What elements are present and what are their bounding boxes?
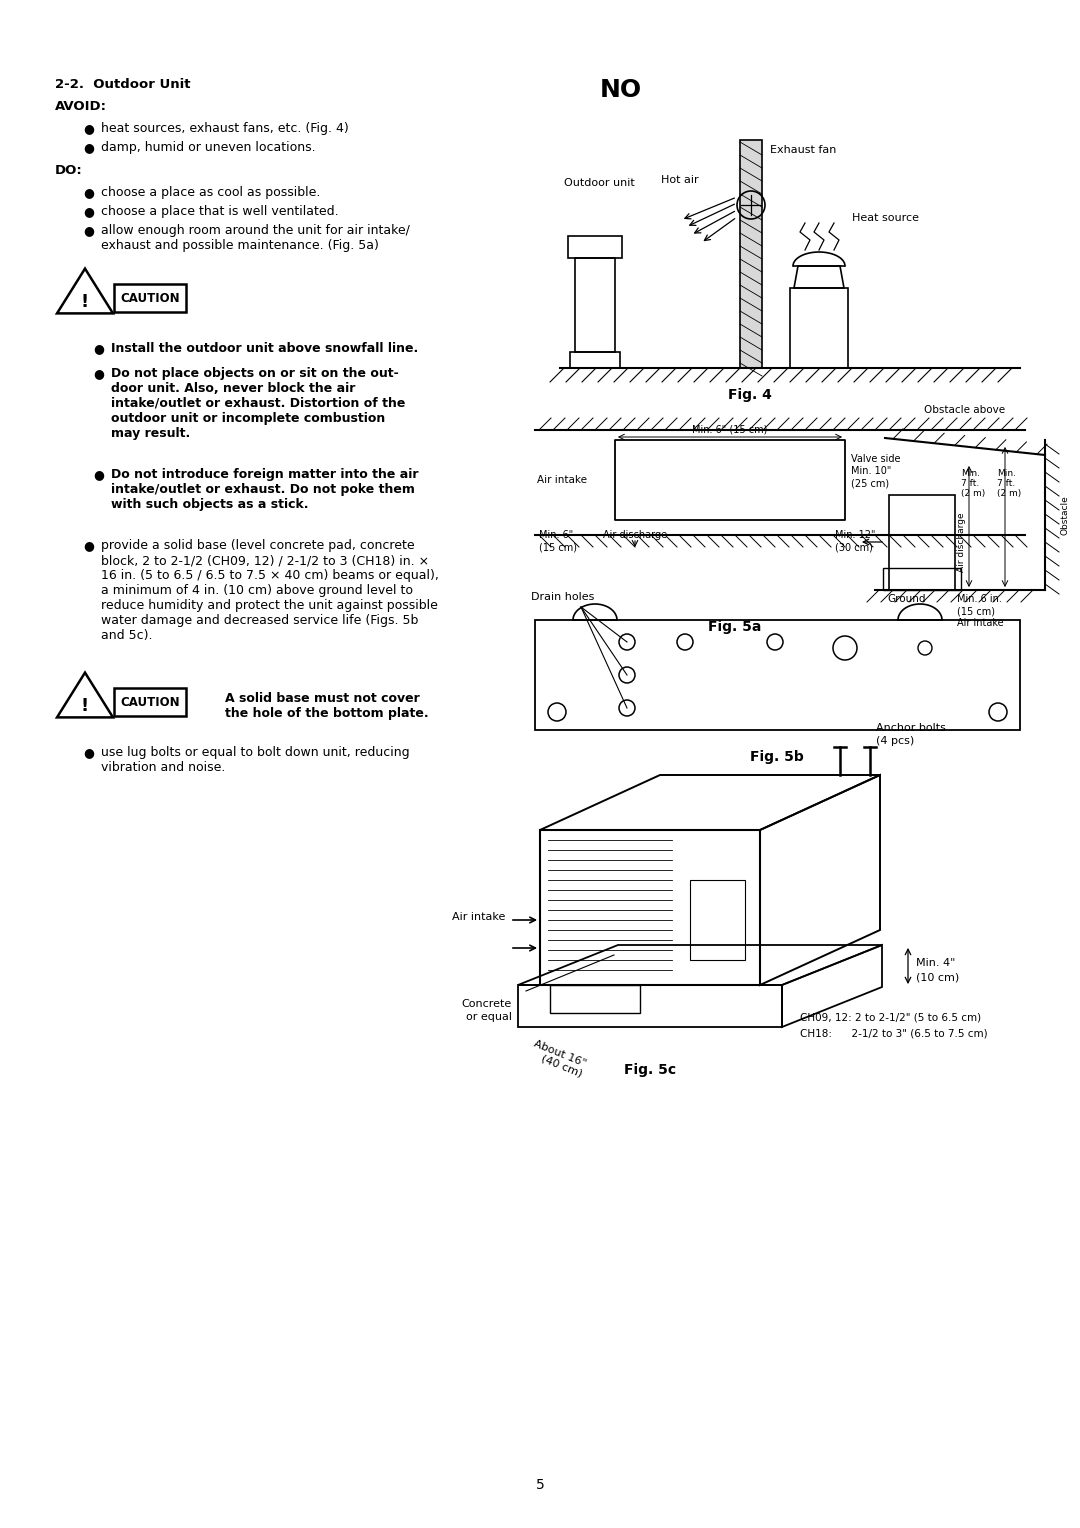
Text: ●: ● [93,342,104,354]
Text: DO:: DO: [55,163,83,177]
Text: (2 m): (2 m) [997,489,1022,498]
Text: ●: ● [93,468,104,481]
Text: Hot air: Hot air [661,176,699,185]
Text: use lug bolts or equal to bolt down unit, reducing
vibration and noise.: use lug bolts or equal to bolt down unit… [102,746,409,775]
Text: Min. 6": Min. 6" [539,530,573,539]
Text: (30 cm): (30 cm) [835,542,873,552]
Bar [889,495,955,590]
Text: Min. 4": Min. 4" [916,958,956,969]
Text: !: ! [81,293,89,312]
Bar [690,880,745,960]
Text: NO: NO [600,78,643,102]
Text: CAUTION: CAUTION [120,695,179,709]
Text: Min. 10": Min. 10" [851,466,891,477]
Bar [550,986,640,1013]
Text: ●: ● [83,122,94,134]
Text: Fig. 5c: Fig. 5c [624,1063,676,1077]
Text: or equal: or equal [465,1012,512,1022]
Text: Drain holes: Drain holes [531,591,594,602]
Text: ●: ● [83,746,94,759]
Text: ●: ● [83,225,94,237]
Text: Fig. 4: Fig. 4 [728,388,772,402]
Text: (40 cm): (40 cm) [540,1053,584,1079]
Bar [114,688,186,717]
Text: Install the outdoor unit above snowfall line.: Install the outdoor unit above snowfall … [111,342,418,354]
Text: Outdoor unit: Outdoor unit [564,177,635,188]
Text: (15 cm): (15 cm) [957,607,995,616]
Text: Do not place objects on or sit on the out-
door unit. Also, never block the air
: Do not place objects on or sit on the ou… [111,367,405,440]
Text: Ground: Ground [887,594,926,604]
Bar [568,235,622,258]
Text: Do not introduce foreign matter into the air
intake/outlet or exhaust. Do not po: Do not introduce foreign matter into the… [111,468,419,510]
Text: ●: ● [93,367,104,380]
Text: 2-2.  Outdoor Unit: 2-2. Outdoor Unit [55,78,190,92]
Text: ●: ● [83,205,94,219]
Text: Concrete: Concrete [462,999,512,1008]
Text: CAUTION: CAUTION [120,292,179,304]
Bar [114,284,186,312]
Text: provide a solid base (level concrete pad, concrete
block, 2 to 2-1/2 (CH09, 12) : provide a solid base (level concrete pad… [102,539,438,642]
Text: AVOID:: AVOID: [55,99,107,113]
Bar [789,287,848,368]
Text: ●: ● [83,141,94,154]
Text: Min. 6 in.: Min. 6 in. [957,594,1002,604]
Text: Exhaust fan: Exhaust fan [770,145,836,154]
Bar [615,440,845,520]
Text: choose a place as cool as possible.: choose a place as cool as possible. [102,186,321,199]
Text: !: ! [81,697,89,715]
Text: Obstacle: Obstacle [1061,495,1070,535]
Text: choose a place that is well ventilated.: choose a place that is well ventilated. [102,205,339,219]
Text: 7 ft.: 7 ft. [961,478,980,487]
Text: Fig. 5b: Fig. 5b [751,750,804,764]
Bar [740,141,762,368]
Text: heat sources, exhaust fans, etc. (Fig. 4): heat sources, exhaust fans, etc. (Fig. 4… [102,122,349,134]
Text: Valve side: Valve side [851,454,901,465]
Text: Air discharge: Air discharge [603,530,667,539]
Text: Air intake: Air intake [451,912,505,921]
Bar [518,986,782,1027]
Text: (4 pcs): (4 pcs) [876,736,915,746]
Text: 7 ft.: 7 ft. [997,478,1015,487]
Text: Obstacle above: Obstacle above [924,405,1005,416]
Text: Air intake: Air intake [957,617,1003,628]
Bar [535,620,1020,730]
Text: A solid base must not cover
the hole of the bottom plate.: A solid base must not cover the hole of … [225,692,429,720]
Bar [540,830,760,986]
Text: Min.: Min. [997,469,1016,478]
Text: About 16": About 16" [532,1039,588,1070]
Text: Fig. 5a: Fig. 5a [708,620,761,634]
Text: Heat source: Heat source [852,212,919,223]
Text: allow enough room around the unit for air intake/
exhaust and possible maintenan: allow enough room around the unit for ai… [102,225,410,252]
Text: 5: 5 [536,1478,544,1491]
Bar [570,351,620,368]
Text: Min. 12": Min. 12" [835,530,876,539]
Text: CH09, 12: 2 to 2-1/2" (5 to 6.5 cm): CH09, 12: 2 to 2-1/2" (5 to 6.5 cm) [800,1013,981,1024]
Text: Min. 6" (15 cm): Min. 6" (15 cm) [692,423,768,434]
Text: Air intake: Air intake [537,475,588,484]
Text: ●: ● [83,186,94,199]
Text: damp, humid or uneven locations.: damp, humid or uneven locations. [102,141,315,154]
Text: (25 cm): (25 cm) [851,478,889,487]
Text: Air discharge: Air discharge [957,512,966,571]
Bar [883,568,961,590]
Text: (10 cm): (10 cm) [916,972,959,983]
Text: (2 m): (2 m) [961,489,985,498]
Text: (15 cm): (15 cm) [539,542,577,552]
Text: Min.: Min. [961,469,980,478]
Text: ●: ● [83,539,94,552]
Text: CH18:      2-1/2 to 3" (6.5 to 7.5 cm): CH18: 2-1/2 to 3" (6.5 to 7.5 cm) [800,1028,987,1039]
Bar [575,258,615,351]
Text: Anchor bolts: Anchor bolts [876,723,946,733]
